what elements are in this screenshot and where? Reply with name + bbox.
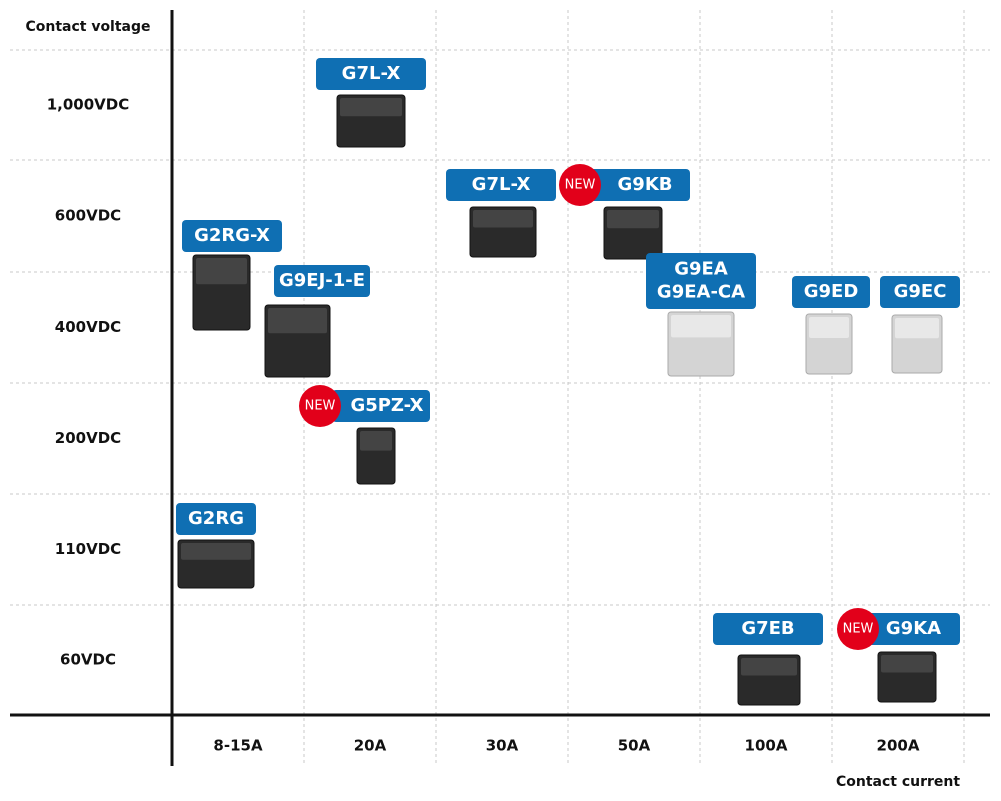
product-badge <box>792 276 870 308</box>
product-badge <box>176 503 256 535</box>
product-label: G7L-X <box>342 63 401 84</box>
column-label: 100A <box>745 737 788 755</box>
row-label: 400VDC <box>55 318 121 336</box>
relay-image-top <box>809 317 849 338</box>
product-label: G5PZ-X <box>350 395 423 416</box>
relay-image-top <box>895 318 939 339</box>
product-label: G9EA-CA <box>657 282 745 303</box>
relay-image-top <box>473 210 533 228</box>
product-badge <box>588 169 690 201</box>
product-badge <box>880 276 960 308</box>
product-label: G9EA <box>674 259 728 280</box>
product-label: G7EB <box>741 618 794 639</box>
column-label: 50A <box>618 737 651 755</box>
product-badge <box>446 169 556 201</box>
product-badge <box>646 253 756 309</box>
new-badge-text: NEW <box>565 178 596 193</box>
relay-image-top <box>340 98 402 117</box>
new-badge-text: NEW <box>843 622 874 637</box>
column-label: 8-15A <box>213 737 263 755</box>
row-label: 1,000VDC <box>47 96 130 114</box>
row-label: 60VDC <box>60 651 116 669</box>
column-label: 30A <box>486 737 519 755</box>
relay-image-top <box>268 308 327 334</box>
product-badge <box>332 390 430 422</box>
product-label: G9KB <box>618 174 673 195</box>
relay-image-top <box>360 431 392 451</box>
product-label: G7L-X <box>472 174 531 195</box>
new-badge-text: NEW <box>305 399 336 414</box>
row-label: 600VDC <box>55 207 121 225</box>
relay-image-top <box>881 655 933 673</box>
new-badge <box>837 608 879 650</box>
product-badge <box>182 220 282 252</box>
row-label: 110VDC <box>55 540 121 558</box>
product-badge <box>316 58 426 90</box>
column-label: 20A <box>354 737 387 755</box>
new-badge <box>559 164 601 206</box>
relay-image-top <box>671 315 731 338</box>
product-label: G9EJ-1-E <box>279 270 365 291</box>
relay-image-top <box>607 210 659 229</box>
product-label: G2RG <box>188 508 244 529</box>
relay-image-top <box>181 543 251 560</box>
product-label: G2RG-X <box>194 225 270 246</box>
x-axis-title: Contact current <box>836 774 960 790</box>
product-badge <box>713 613 823 645</box>
product-label: G9EC <box>894 281 947 302</box>
product-badge <box>855 613 960 645</box>
new-badge <box>299 385 341 427</box>
relay-image-top <box>741 658 797 676</box>
product-badge <box>274 265 370 297</box>
product-label: G9ED <box>804 281 859 302</box>
relay-image-top <box>196 258 247 285</box>
row-label: 200VDC <box>55 429 121 447</box>
column-label: 200A <box>877 737 920 755</box>
y-axis-title: Contact voltage <box>25 19 150 35</box>
product-label: G9KA <box>886 618 941 639</box>
